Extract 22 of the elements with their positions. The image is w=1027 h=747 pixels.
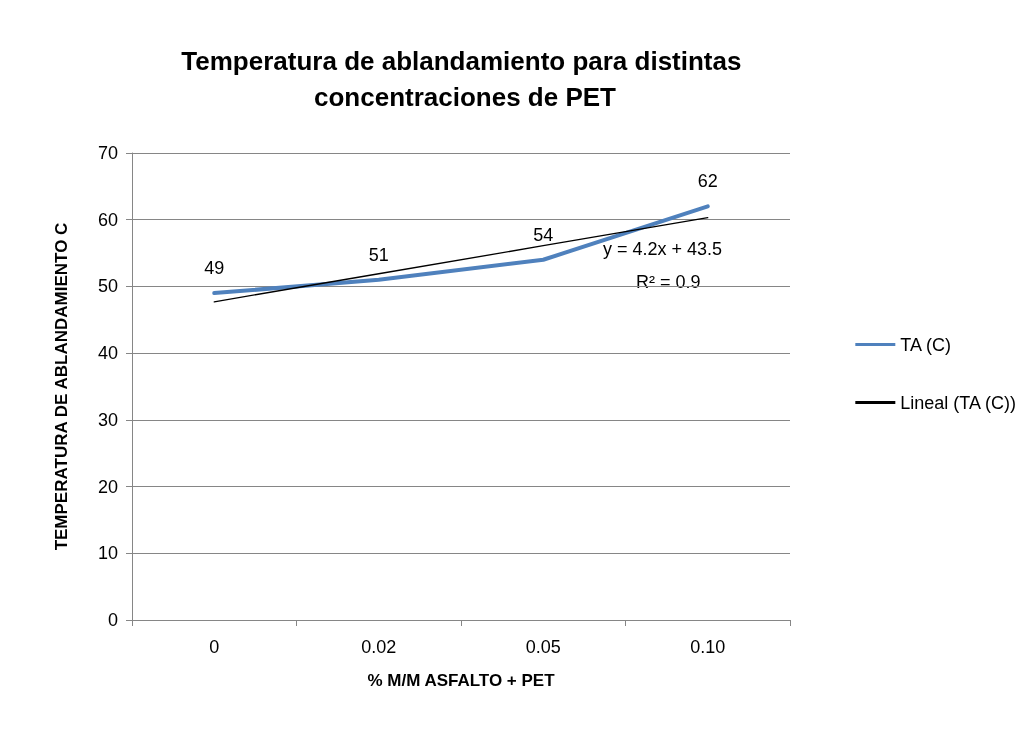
y-tick-label: 50 (97, 276, 118, 297)
y-tick-label: 20 (97, 476, 118, 497)
y-axis-title: TEMPERATURA DE ABLANDAMIENTO C (52, 222, 71, 551)
y-tick-label: 60 (97, 209, 118, 230)
data-label: 51 (368, 244, 389, 265)
y-tick-label: 10 (97, 543, 118, 564)
data-label: 62 (697, 171, 718, 192)
x-tick-label: 0.10 (690, 637, 726, 657)
x-tick-label: 0.02 (361, 637, 397, 657)
data-label: 49 (204, 258, 225, 279)
y-tick-label: 0 (107, 610, 118, 630)
annotation: y = 4.2x + 43.5 (603, 239, 723, 259)
x-axis-title: % M/M ASFALTO + PET (367, 671, 556, 690)
data-label: 54 (533, 224, 554, 245)
x-tick-label: 0.05 (525, 637, 561, 657)
x-tick-label: 0 (209, 637, 220, 657)
chart-title: Temperatura de ablandamiento para distintas concentraciones de PET (181, 46, 749, 112)
y-tick-label: 40 (97, 343, 118, 364)
legend-label: Lineal (TA (C)) (900, 392, 1017, 413)
legend-label: TA (C) (900, 334, 951, 355)
y-tick-label: 30 (97, 409, 118, 430)
y-tick-label: 70 (97, 143, 118, 163)
